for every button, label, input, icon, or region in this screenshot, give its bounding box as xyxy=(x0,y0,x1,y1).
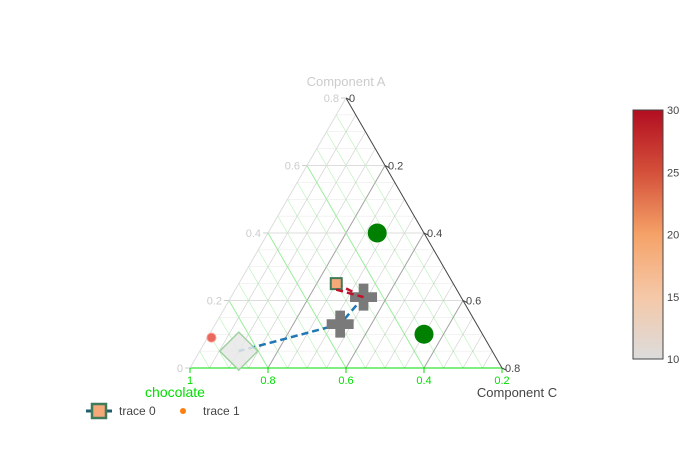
grid-line-c xyxy=(287,182,396,369)
legend[interactable]: trace 0 trace 1 xyxy=(86,402,240,420)
tick-label-c: 0.4 xyxy=(427,228,442,240)
tick-mark-c xyxy=(501,367,507,371)
tick-label-b: 1 xyxy=(187,375,193,387)
colorbar-tick-label: 10 xyxy=(667,354,679,366)
grid-line-c xyxy=(248,148,376,369)
grid-line-b xyxy=(238,283,288,369)
trace-1-marker-large xyxy=(414,324,434,344)
tick-label-c: 0 xyxy=(349,93,355,105)
legend-label-trace-0: trace 0 xyxy=(119,404,156,418)
tick-label-b: 0.6 xyxy=(338,375,353,387)
tick-label-a: 0.6 xyxy=(285,161,300,173)
grid-line-c xyxy=(345,232,425,369)
tick-label-a: 0.2 xyxy=(207,296,222,308)
marker-square xyxy=(329,277,343,291)
colorbar: 10 15 20 25 30 xyxy=(632,105,679,366)
legend-marker-swatch xyxy=(90,402,108,420)
tick-labels: 00.20.40.60.81 0.8 0.6 0.4 0.20.80.60.40.20 xyxy=(177,93,520,387)
marker-cross xyxy=(326,310,354,338)
trace-0-line-segment xyxy=(238,322,341,353)
grid-line-b xyxy=(228,300,269,369)
grid-line-c xyxy=(482,350,493,369)
grid-line-b xyxy=(335,114,483,369)
trace-1-marker-small xyxy=(206,332,217,343)
legend-label-trace-1: trace 1 xyxy=(203,404,240,418)
grid-line-c xyxy=(423,300,464,369)
legend-item-trace-0[interactable]: trace 0 xyxy=(86,402,156,420)
axis-title-b: chocolate xyxy=(145,384,205,400)
marker-diamond xyxy=(218,331,259,372)
axis-title-a: Component A xyxy=(307,74,386,89)
grid-line-c xyxy=(326,215,415,369)
grid-line-b xyxy=(296,182,405,369)
grid-line-c xyxy=(443,317,474,369)
tick-label-c: 0.2 xyxy=(388,161,403,173)
plot-traces xyxy=(206,223,434,372)
tick-mark-c xyxy=(462,300,468,303)
tick-label-c: 0.8 xyxy=(505,363,520,375)
colorbar-tick-label: 25 xyxy=(667,167,679,179)
grid-line-c xyxy=(462,334,483,369)
legend-marker-swatch xyxy=(180,408,186,414)
colorbar-tick-label: 20 xyxy=(667,230,679,242)
tick-label-b: 0.8 xyxy=(260,375,275,387)
grid-line-b xyxy=(277,215,366,369)
grid-line-c xyxy=(209,114,357,369)
axis-title-c: Component C xyxy=(477,385,557,400)
tick-label-a: 0 xyxy=(177,363,183,375)
colorbar-tick-label: 30 xyxy=(667,105,679,117)
grid-lines xyxy=(199,114,493,369)
axis-titles: Component A chocolate Component C xyxy=(145,74,557,400)
grid-line-c xyxy=(384,266,444,369)
tick-mark-c xyxy=(345,97,351,101)
tick-label-b: 0.4 xyxy=(416,375,431,387)
grid-line-b xyxy=(248,266,308,369)
grid-line-b xyxy=(199,350,210,369)
grid-line-b xyxy=(257,249,327,369)
colorbar-tick-label: 15 xyxy=(667,292,679,304)
trace-1 xyxy=(206,223,434,344)
tick-mark-c xyxy=(384,165,390,168)
tick-mark-c xyxy=(423,232,429,236)
grid-line-c xyxy=(306,199,405,369)
colorbar-gradient xyxy=(632,109,664,360)
legend-item-trace-1[interactable]: trace 1 xyxy=(180,404,240,418)
tick-label-a: 0.8 xyxy=(324,93,339,105)
trace-0 xyxy=(218,277,378,372)
tick-label-b: 0.2 xyxy=(494,375,509,387)
grid-line-c xyxy=(404,283,454,369)
trace-0-line-segment xyxy=(335,288,364,299)
grid-line-c xyxy=(365,249,435,369)
tick-label-c: 0.6 xyxy=(466,296,481,308)
grid-line-b xyxy=(267,232,347,369)
tick-label-a: 0.4 xyxy=(246,228,261,240)
trace-1-marker-large xyxy=(367,223,387,243)
